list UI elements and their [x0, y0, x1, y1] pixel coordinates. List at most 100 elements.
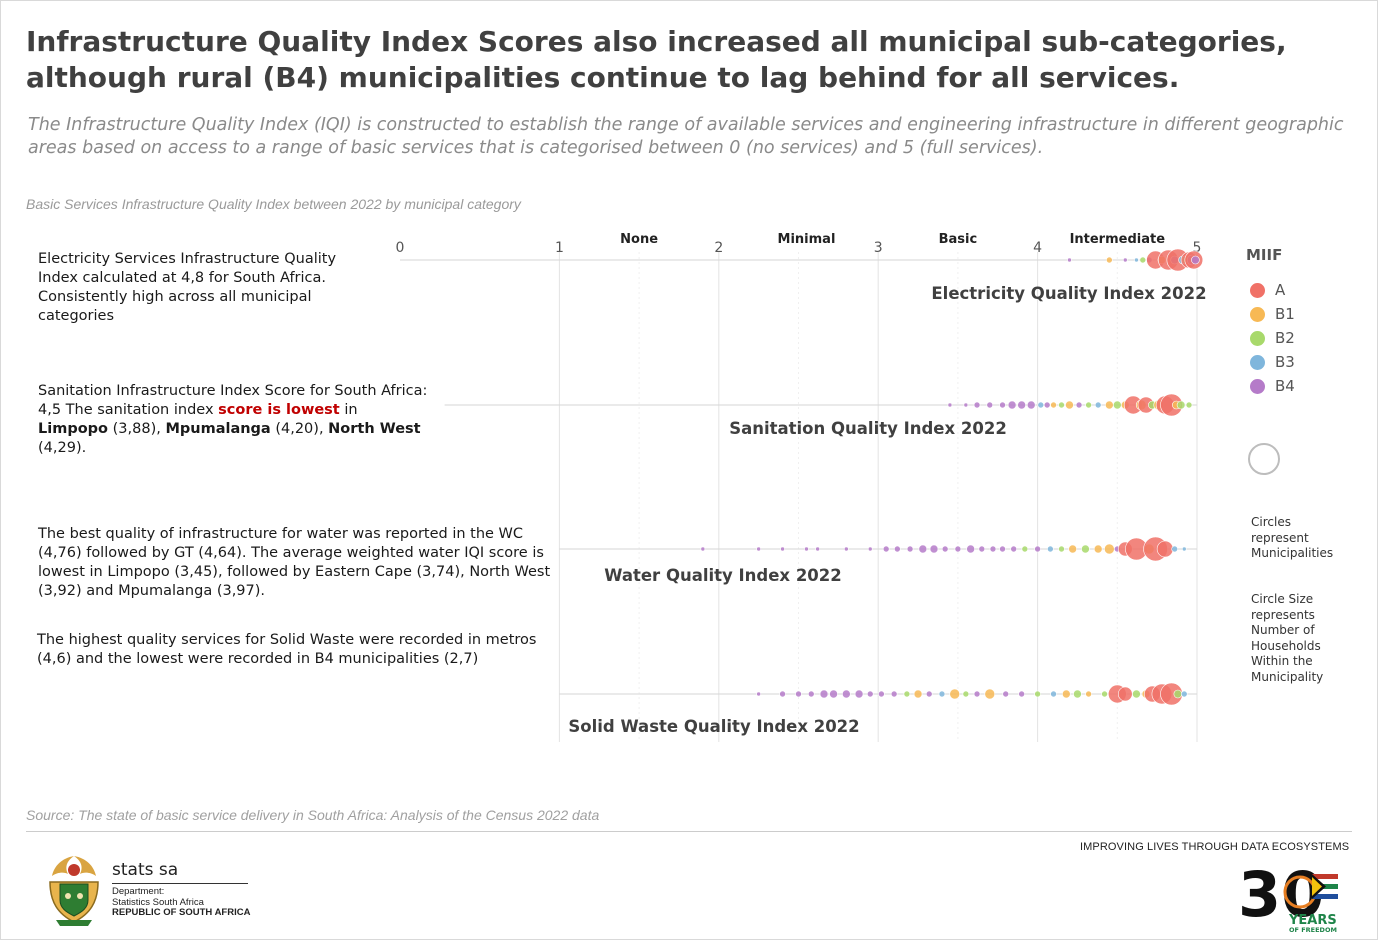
data-point — [1085, 690, 1092, 698]
data-point — [779, 690, 786, 698]
legend-swatch-b1 — [1250, 306, 1265, 322]
data-point — [1050, 690, 1057, 698]
footer-divider — [26, 831, 1352, 832]
data-point — [1113, 400, 1122, 410]
data-point — [1002, 690, 1010, 698]
coat-of-arms-icon — [49, 856, 99, 926]
category-band-label: None — [620, 232, 658, 247]
legend-item-b4: B4 — [1250, 376, 1295, 396]
sanitation-note-part: (4,29). — [38, 440, 87, 456]
data-point — [795, 690, 802, 698]
title-bold: Infrastructure Quality Index — [26, 25, 469, 58]
data-point — [1017, 400, 1026, 410]
sanitation-note-part: in — [339, 402, 358, 418]
data-point — [854, 689, 864, 699]
data-point — [1061, 689, 1071, 699]
data-point — [1037, 401, 1045, 409]
data-point — [1139, 256, 1147, 264]
legend-swatch-b4 — [1250, 378, 1265, 394]
data-point — [1185, 401, 1193, 409]
data-point — [867, 546, 873, 552]
anniv-years: YEARS — [1288, 913, 1337, 928]
data-point — [882, 545, 890, 553]
sanitation-note-part: (4,20), — [270, 421, 329, 437]
sanitation-note: Sanitation Infrastructure Index Score fo… — [38, 382, 428, 458]
sanitation-highlight: score is lowest — [218, 402, 340, 418]
data-point — [1122, 257, 1128, 263]
30-years-of-freedom-logo: 30 YEARS OF FREEDOM — [1238, 858, 1338, 934]
data-point — [819, 689, 829, 699]
data-point — [999, 545, 1006, 553]
data-point — [1085, 401, 1092, 409]
legend-item-b1: B1 — [1250, 304, 1295, 324]
dept-line: Statistics South Africa — [112, 896, 204, 908]
legend-label: B3 — [1275, 353, 1295, 371]
chart-subtitle: Basic Services Infrastructure Quality In… — [26, 196, 521, 212]
data-point — [1043, 401, 1051, 409]
data-point — [918, 544, 928, 554]
province-north-west: North West — [328, 421, 421, 437]
data-point — [829, 689, 838, 699]
data-point — [1134, 257, 1139, 263]
series-label: Solid Waste Quality Index 2022 — [568, 717, 859, 736]
data-point — [986, 401, 994, 409]
x-tick-label: 4 — [1033, 240, 1042, 256]
data-point — [1047, 545, 1054, 553]
data-point — [938, 690, 946, 698]
x-tick-label: 1 — [555, 240, 564, 256]
data-point — [913, 689, 923, 699]
data-point — [815, 546, 820, 552]
page-title: Infrastructure Quality Index Scores also… — [26, 24, 1356, 96]
legend-label: B1 — [1275, 305, 1295, 323]
data-point — [1171, 545, 1178, 553]
legend-swatch-b3 — [1250, 354, 1265, 370]
data-point — [1081, 544, 1090, 554]
data-point — [1065, 400, 1074, 410]
legend-title: MIIF — [1246, 246, 1283, 264]
data-point — [962, 690, 970, 698]
solid-waste-note: The highest quality services for Solid W… — [37, 632, 537, 667]
x-tick-label: 5 — [1193, 240, 1202, 256]
data-point — [890, 690, 898, 698]
series-label: Electricity Quality Index 2022 — [931, 284, 1206, 303]
category-band-label: Basic — [939, 232, 978, 247]
data-point — [949, 688, 961, 700]
legend-item-b3: B3 — [1250, 352, 1295, 372]
data-point — [1094, 401, 1102, 409]
category-band-label: Minimal — [778, 232, 836, 247]
legend-item-b2: B2 — [1250, 328, 1295, 348]
data-point — [807, 690, 815, 698]
size-legend-circle — [1248, 443, 1280, 475]
data-point — [1117, 686, 1133, 702]
data-point — [929, 544, 939, 554]
water-note: The best quality of infrastructure for w… — [38, 526, 551, 599]
sanitation-note-part: Sanitation Infrastructure Index Score fo… — [38, 383, 428, 418]
data-point — [844, 546, 849, 552]
data-point — [1156, 540, 1174, 558]
data-point — [1075, 401, 1083, 409]
data-point — [894, 545, 901, 553]
series-label: Sanitation Quality Index 2022 — [729, 419, 1007, 438]
size-note: Circle Size represents Number of Househo… — [1251, 592, 1324, 684]
data-point — [984, 688, 996, 700]
dept-country: REPUBLIC OF SOUTH AFRICA — [112, 907, 251, 918]
data-point — [903, 690, 911, 698]
data-point — [925, 690, 933, 698]
legend-swatch-a — [1250, 282, 1265, 298]
legend-label: A — [1275, 281, 1286, 299]
data-point — [878, 690, 885, 698]
x-tick-label: 0 — [396, 240, 405, 256]
data-point — [804, 546, 809, 552]
data-point — [1018, 690, 1025, 698]
data-point — [1093, 544, 1103, 554]
data-point — [1034, 545, 1041, 553]
data-point — [1191, 255, 1200, 265]
data-point — [1176, 400, 1186, 410]
electricity-note: Electricity Services Infrastructure Qual… — [38, 251, 337, 324]
data-point — [1007, 400, 1017, 410]
province-limpopo: Limpopo — [38, 421, 109, 437]
brand-underline — [112, 883, 248, 884]
intro-text: The Infrastructure Quality Index (IQI) i… — [28, 115, 1344, 158]
data-point — [866, 690, 874, 698]
